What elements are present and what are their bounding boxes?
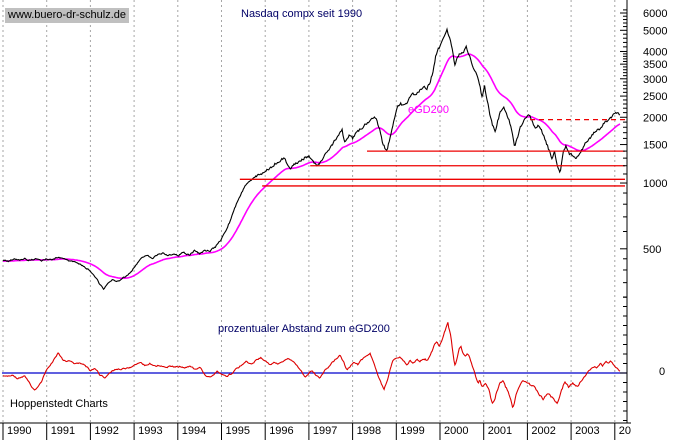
source-label: Hoppenstedt Charts <box>10 398 108 410</box>
ema-line <box>3 53 621 279</box>
year-label: 1990 <box>7 425 31 437</box>
year-label: 1996 <box>269 425 293 437</box>
ema-series-label: eGD200 <box>408 104 449 116</box>
year-label: 1992 <box>94 425 118 437</box>
ema-path <box>3 53 621 279</box>
y-axis-label: 3000 <box>643 74 667 86</box>
y-axis-label: 2000 <box>643 112 667 124</box>
year-label: 1999 <box>400 425 424 437</box>
year-label: 1995 <box>226 425 250 437</box>
url-badge: www.buero-dr-schulz.de <box>5 8 129 23</box>
year-label: 2000 <box>444 425 468 437</box>
price-path <box>2 27 621 291</box>
y-axis-label: 2500 <box>643 91 667 103</box>
y-axis-label: 1500 <box>643 140 667 152</box>
x-axis-labels: 1990 1991 1992 1993 1994 1995 1996 1997 1998 1999… <box>7 425 631 437</box>
oscillator-line <box>2 322 621 409</box>
axes-and-ticks <box>0 0 631 440</box>
year-label: 2003 <box>575 425 599 437</box>
y-axis-label: 5000 <box>643 25 667 37</box>
year-label: 1993 <box>138 425 162 437</box>
support-resistance-lines <box>239 119 625 187</box>
y-axis-label: 3500 <box>643 59 667 71</box>
price-line <box>2 27 621 291</box>
lower-panel-title: prozentualer Abstand zum eGD200 <box>218 323 390 335</box>
year-label: 1998 <box>357 425 381 437</box>
zero-axis-label: 0 <box>659 366 666 378</box>
year-label: 1997 <box>313 425 337 437</box>
chart-title: Nasdaq compx seit 1990 <box>241 8 363 20</box>
year-label: 1991 <box>51 425 75 437</box>
y-axis-label: 500 <box>643 244 661 256</box>
y-axis-label: 4000 <box>643 46 667 58</box>
y-axis-label: 6000 <box>643 8 667 20</box>
year-label: 2002 <box>531 425 555 437</box>
y-axis-label: 1000 <box>643 178 667 190</box>
oscillator-path <box>2 322 621 409</box>
year-label: 2001 <box>488 425 512 437</box>
year-label: 1994 <box>182 425 206 437</box>
year-label: 20 <box>619 425 631 437</box>
vertical-gridlines <box>2 0 616 423</box>
